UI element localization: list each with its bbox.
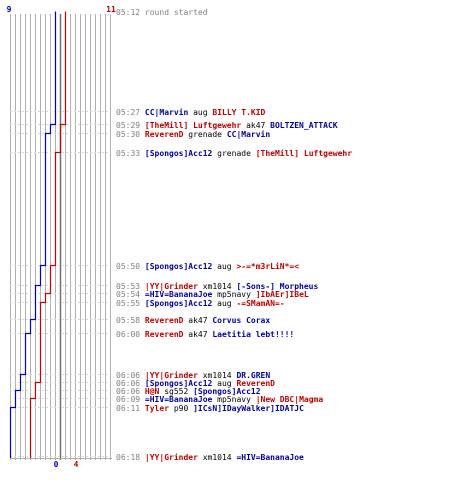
event-weapon: mp5navy	[212, 395, 256, 404]
event-row: 05:29 [TheMill] Luftgewehr ak47 BOLTZEN_…	[116, 121, 338, 130]
event-player: -=SMamAN=-	[236, 299, 285, 308]
event-player: ]ICsN]IDayWalker]IDATJC	[193, 404, 304, 413]
event-player: [Spongos]Acc12	[144, 299, 213, 308]
event-player: |YY|Grinder	[144, 282, 198, 291]
event-row: 05:55 [Spongos]Acc12 aug -=SMamAN=-	[116, 299, 285, 308]
event-player: Corvus Corax	[212, 316, 271, 325]
event-player: |New DBC|Magma	[255, 395, 324, 404]
event-player: CC|Marvin	[144, 108, 189, 117]
event-weapon: xm1014	[197, 453, 237, 462]
event-weapon: ak47	[183, 316, 213, 325]
event-time: 05:55	[116, 299, 141, 308]
event-time: 05:54	[116, 290, 141, 299]
event-row: 05:30 ReverenD grenade CC|Marvin	[116, 130, 270, 139]
event-weapon: aug	[212, 262, 237, 271]
event-player: ReverenD	[144, 330, 184, 339]
event-weapon: sg552	[159, 387, 194, 396]
event-player: Tyler	[144, 404, 170, 413]
event-player: ReverenD	[144, 130, 184, 139]
event-row: 06:06 [Spongos]Acc12 aug ReverenD	[116, 379, 275, 388]
event-weapon: aug	[212, 299, 237, 308]
event-time: 06:09	[116, 395, 141, 404]
event-player: [Spongos]Acc12	[144, 379, 213, 388]
event-player: [TheMill] Luftgewehr	[255, 149, 353, 158]
event-row: 05:12 round started	[116, 8, 208, 17]
event-time: 06:11	[116, 404, 141, 413]
event-player: ReverenD	[144, 316, 184, 325]
event-player: |YY|Grinder	[144, 371, 198, 380]
event-time: 06:06	[116, 387, 141, 396]
event-time: 05:53	[116, 282, 141, 291]
event-weapon: ak47	[241, 121, 271, 130]
event-time: 06:06	[116, 379, 141, 388]
event-row: 06:09 =HIV=BananaJoe mp5navy |New DBC|Ma…	[116, 395, 323, 404]
event-player: CC|Marvin	[226, 130, 271, 139]
event-weapon: grenade	[183, 130, 227, 139]
event-weapon: aug	[188, 108, 213, 117]
event-time: 06:00	[116, 330, 141, 339]
event-player: =HIV=BananaJoe	[144, 290, 213, 299]
red-start-count: 11	[106, 5, 116, 14]
event-time: 05:58	[116, 316, 141, 325]
event-weapon: grenade	[212, 149, 256, 158]
event-player: BOLTZEN_ATTACK	[270, 121, 338, 130]
event-player: =HIV=BananaJoe	[236, 453, 304, 462]
event-row: 05:33 [Spongos]Acc12 grenade [TheMill] L…	[116, 149, 352, 158]
event-row: 05:58 ReverenD ak47 Corvus Corax	[116, 316, 270, 325]
event-row: 06:06 |YY|Grinder xm1014 DR.GREN	[116, 371, 270, 380]
event-player: Laetitia lebt!!!!	[212, 330, 295, 339]
event-player: H@N	[144, 387, 160, 396]
event-row: 05:50 [Spongos]Acc12 aug >-=*m3rLiN*=<	[116, 262, 299, 271]
event-weapon: aug	[212, 379, 237, 388]
event-player: ReverenD	[236, 379, 275, 388]
event-time: 05:30	[116, 130, 141, 139]
event-row: 06:00 ReverenD ak47 Laetitia lebt!!!!	[116, 330, 294, 339]
red-team-line	[29, 11, 67, 458]
event-player: DR.GREN	[236, 371, 271, 380]
blue-end-count: 0	[54, 460, 59, 469]
event-time: 05:12	[116, 8, 141, 17]
event-time: 06:06	[116, 371, 141, 380]
event-row: 05:54 =HIV=BananaJoe mp5navy ]IbAEr]IBeL	[116, 290, 309, 299]
event-row: 06:18 |YY|Grinder xm1014 =HIV=BananaJoe	[116, 453, 304, 462]
event-player: round started	[144, 8, 208, 17]
event-row: 06:06 H@N sg552 [Spongos]Acc12	[116, 387, 261, 396]
red-end-count: 4	[74, 460, 79, 469]
event-player: [Spongos]Acc12	[144, 262, 213, 271]
event-row: 05:53 |YY|Grinder xm1014 [-Sons-] Morphe…	[116, 282, 318, 291]
event-player: [TheMill] Luftgewehr	[144, 121, 242, 130]
event-player: BILLY T.KID	[212, 108, 266, 117]
event-player: >-=*m3rLiN*=<	[236, 262, 300, 271]
event-time: 05:29	[116, 121, 141, 130]
event-time: 05:33	[116, 149, 141, 158]
event-weapon: mp5navy	[212, 290, 256, 299]
event-time: 06:18	[116, 453, 141, 462]
event-player: |YY|Grinder	[144, 453, 198, 462]
event-player: ]IbAEr]IBeL	[255, 290, 309, 299]
event-weapon: xm1014	[197, 282, 237, 291]
event-weapon: p90	[169, 404, 194, 413]
event-row: 05:27 CC|Marvin aug BILLY T.KID	[116, 108, 265, 117]
blue-team-line	[9, 11, 57, 458]
blue-start-count: 9	[7, 5, 12, 14]
event-weapon: ak47	[183, 330, 213, 339]
event-row: 06:11 Tyler p90 ]ICsN]IDayWalker]IDATJC	[116, 404, 304, 413]
event-player: [Spongos]Acc12	[144, 149, 213, 158]
event-player: =HIV=BananaJoe	[144, 395, 213, 404]
event-time: 05:50	[116, 262, 141, 271]
event-time: 05:27	[116, 108, 141, 117]
event-weapon: xm1014	[197, 371, 237, 380]
event-player: [Spongos]Acc12	[193, 387, 261, 396]
event-player: [-Sons-] Morpheus	[236, 282, 319, 291]
